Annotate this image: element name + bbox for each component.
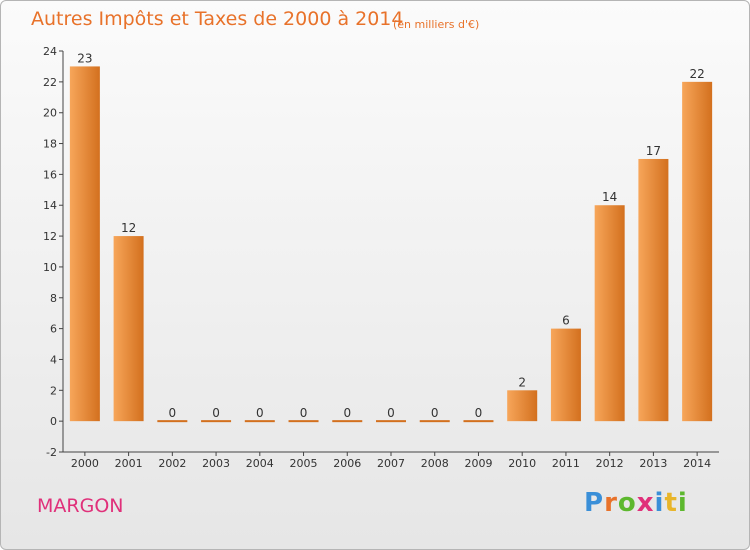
y-tick-label: 12 <box>43 230 57 243</box>
bar <box>463 420 494 423</box>
data-label: 12 <box>121 221 136 235</box>
x-tick-label: 2000 <box>71 457 99 470</box>
bar <box>376 420 406 423</box>
proxiti-logo[interactable]: Proxiti <box>584 488 688 518</box>
data-label: 23 <box>77 51 92 65</box>
data-label: 0 <box>431 406 439 420</box>
y-tick-label: 0 <box>50 415 57 428</box>
bar <box>288 420 319 423</box>
data-label: 0 <box>256 406 264 420</box>
data-label: 22 <box>689 67 704 81</box>
bar <box>332 420 363 423</box>
bars <box>69 66 713 423</box>
y-tick-label: 24 <box>43 45 57 58</box>
bar <box>682 81 713 422</box>
bar <box>419 420 450 423</box>
data-labels: 23 12 0 0 0 0 0 0 0 0 2 6 14 17 22 <box>77 51 705 420</box>
x-tick-label: 2008 <box>421 457 449 470</box>
bar <box>113 236 144 422</box>
data-label: 0 <box>475 406 483 420</box>
x-tick-label: 2011 <box>552 457 580 470</box>
data-label: 17 <box>646 144 661 158</box>
x-tick-label: 2002 <box>158 457 186 470</box>
bar <box>638 158 669 422</box>
data-label: 0 <box>387 406 395 420</box>
y-tick-label: 6 <box>50 323 57 336</box>
data-label: 0 <box>169 406 177 420</box>
data-label: 6 <box>562 314 570 328</box>
y-tick-label: -2 <box>46 446 57 459</box>
y-tick-label: 4 <box>50 353 57 366</box>
x-tick-label: 2009 <box>464 457 492 470</box>
y-tick-label: 22 <box>43 76 57 89</box>
x-tick-label: 2004 <box>246 457 274 470</box>
x-tick-label: 2012 <box>596 457 624 470</box>
x-tick-label: 2010 <box>508 457 536 470</box>
bar <box>201 420 232 423</box>
y-tick-label: 16 <box>43 168 57 181</box>
bar <box>244 420 275 423</box>
y-tick-label: 14 <box>43 199 57 212</box>
data-label: 0 <box>300 406 308 420</box>
bar <box>69 66 100 422</box>
y-tick-label: 18 <box>43 138 57 151</box>
y-tick-label: 8 <box>50 292 57 305</box>
x-tick-label: 2005 <box>290 457 318 470</box>
bar <box>550 328 581 422</box>
bar <box>594 205 625 422</box>
x-tick-label: 2003 <box>202 457 230 470</box>
data-label: 2 <box>518 375 526 389</box>
x-tick-label: 2001 <box>115 457 143 470</box>
data-label: 0 <box>212 406 220 420</box>
data-label: 0 <box>343 406 351 420</box>
data-label: 14 <box>602 190 617 204</box>
x-tick-label: 2014 <box>683 457 711 470</box>
y-tick-label: 10 <box>43 261 57 274</box>
bar <box>157 420 188 423</box>
x-tick-label: 2007 <box>377 457 405 470</box>
chart-subtitle: (en milliers d'€) <box>393 18 480 31</box>
y-tick-label: 2 <box>50 384 57 397</box>
y-tick-label: 20 <box>43 107 57 120</box>
chart-title: Autres Impôts et Taxes de 2000 à 2014 <box>31 8 404 30</box>
commune-name: MARGON <box>37 495 124 517</box>
x-tick-label: 2006 <box>333 457 361 470</box>
x-tick-label: 2013 <box>639 457 667 470</box>
bar <box>507 390 538 422</box>
